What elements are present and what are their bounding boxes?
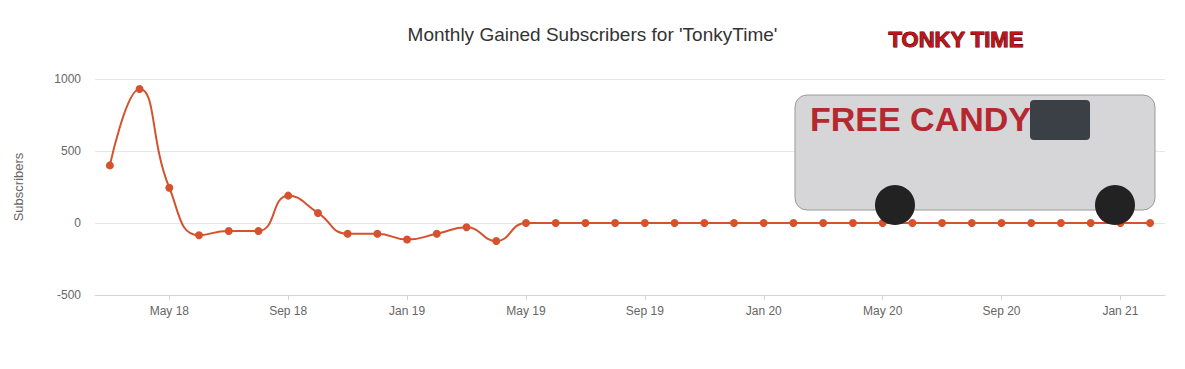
svg-text:Subscribers: Subscribers bbox=[11, 152, 26, 221]
svg-text:-500: -500 bbox=[57, 288, 81, 302]
svg-text:Jan 21: Jan 21 bbox=[1102, 304, 1138, 318]
svg-text:Jan 20: Jan 20 bbox=[746, 304, 782, 318]
svg-text:Sep 20: Sep 20 bbox=[983, 304, 1021, 318]
svg-text:Sep 19: Sep 19 bbox=[626, 304, 664, 318]
svg-text:Sep 18: Sep 18 bbox=[269, 304, 307, 318]
svg-text:500: 500 bbox=[61, 144, 81, 158]
svg-text:0: 0 bbox=[74, 216, 81, 230]
svg-text:FREE CANDY: FREE CANDY bbox=[810, 100, 1031, 138]
svg-text:TONKY TIME: TONKY TIME bbox=[889, 27, 1024, 52]
svg-text:May 20: May 20 bbox=[863, 304, 903, 318]
svg-text:May 18: May 18 bbox=[150, 304, 190, 318]
svg-text:May 19: May 19 bbox=[506, 304, 546, 318]
svg-text:Jan 19: Jan 19 bbox=[389, 304, 425, 318]
svg-text:Monthly Gained Subscribers for: Monthly Gained Subscribers for 'TonkyTim… bbox=[408, 24, 778, 45]
svg-text:1000: 1000 bbox=[54, 72, 81, 86]
